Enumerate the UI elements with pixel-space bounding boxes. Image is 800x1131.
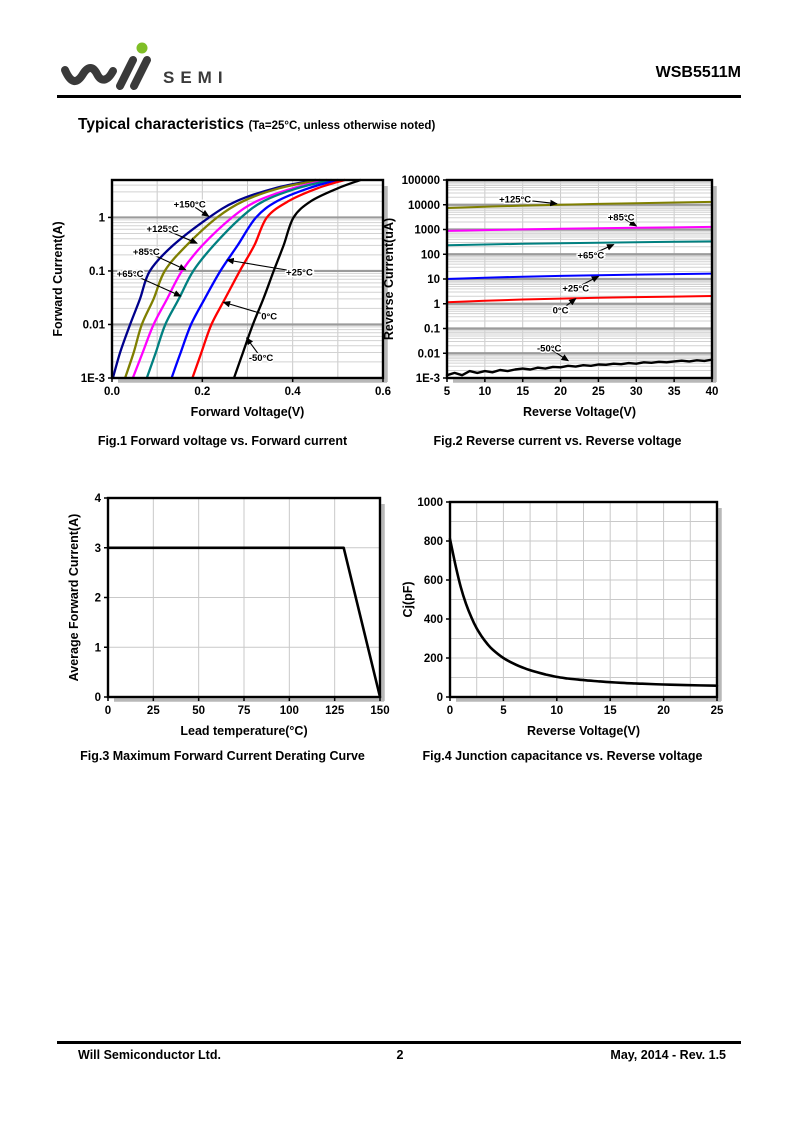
svg-text:50: 50 [192, 705, 205, 717]
fig3-caption: Fig.3 Maximum Forward Current Derating C… [80, 749, 365, 763]
svg-text:75: 75 [238, 705, 251, 717]
svg-text:100000: 100000 [402, 175, 440, 187]
svg-text:Lead temperature(°C): Lead temperature(°C) [180, 724, 307, 738]
svg-text:4: 4 [95, 493, 102, 505]
svg-text:0.01: 0.01 [418, 348, 441, 360]
svg-text:Reverse Voltage(V): Reverse Voltage(V) [523, 405, 636, 419]
fig1-caption: Fig.1 Forward voltage vs. Forward curren… [97, 434, 348, 448]
svg-text:20: 20 [554, 386, 567, 398]
fig4-caption: Fig.4 Junction capacitance vs. Reverse v… [422, 749, 703, 763]
svg-text:125: 125 [325, 705, 345, 717]
svg-text:800: 800 [424, 536, 443, 548]
svg-text:3: 3 [95, 543, 101, 555]
svg-text:0: 0 [105, 705, 111, 717]
page-title: Typical characteristics (Ta=25°C, unless… [78, 116, 435, 134]
svg-text:0.1: 0.1 [89, 266, 106, 278]
svg-text:1: 1 [95, 642, 102, 654]
svg-text:Reverse Current(uA): Reverse Current(uA) [382, 218, 396, 340]
svg-text:Forward Voltage(V): Forward Voltage(V) [191, 405, 305, 419]
logo-green-dot-icon [136, 42, 148, 54]
fig3-derating-chart: 0 25 50 75 100 125 150 0 1 2 3 4 Lead temperature(°C… [67, 493, 390, 738]
part-number: WSB5511M [655, 64, 741, 81]
will-semi-logo: SEMI [61, 42, 229, 90]
svg-text:0.6: 0.6 [375, 386, 391, 398]
svg-text:Cj(pF): Cj(pF) [401, 581, 415, 617]
svg-text:+150°C: +150°C [174, 199, 206, 210]
svg-text:5: 5 [444, 386, 451, 398]
svg-text:20: 20 [657, 705, 670, 717]
svg-text:25: 25 [711, 705, 724, 717]
svg-text:0°C: 0°C [261, 311, 277, 322]
svg-text:200: 200 [424, 653, 443, 665]
svg-text:0: 0 [447, 705, 453, 717]
svg-text:+25°C: +25°C [286, 268, 313, 279]
svg-text:0.4: 0.4 [285, 386, 302, 398]
svg-text:+85°C: +85°C [608, 212, 635, 223]
title-main: Typical characteristics [78, 116, 244, 133]
svg-text:1E-3: 1E-3 [81, 373, 105, 385]
svg-text:0.1: 0.1 [424, 324, 441, 336]
svg-text:+125°C: +125°C [499, 195, 531, 206]
svg-text:10: 10 [550, 705, 563, 717]
fig2-caption: Fig.2 Reverse current vs. Reverse voltag… [433, 434, 682, 448]
svg-text:-50°C: -50°C [249, 353, 274, 364]
svg-text:10: 10 [427, 274, 440, 286]
svg-text:5: 5 [500, 705, 507, 717]
logo-slash-1 [116, 56, 137, 90]
svg-text:10: 10 [478, 386, 491, 398]
svg-text:0.0: 0.0 [104, 386, 120, 398]
logo-semi-text: SEMI [163, 68, 229, 87]
svg-text:25: 25 [592, 386, 605, 398]
svg-text:0.2: 0.2 [194, 386, 210, 398]
footer-company: Will Semiconductor Ltd. [78, 1048, 221, 1062]
svg-text:150: 150 [370, 705, 389, 717]
svg-text:40: 40 [706, 386, 719, 398]
svg-text:2: 2 [95, 593, 101, 605]
footer-rule [57, 1041, 741, 1044]
svg-text:Forward Current(A): Forward Current(A) [51, 221, 65, 336]
logo-slash-2 [130, 56, 151, 90]
svg-text:0: 0 [437, 692, 443, 704]
svg-text:0°C: 0°C [553, 305, 569, 316]
svg-text:600: 600 [424, 575, 443, 587]
svg-text:25: 25 [147, 705, 160, 717]
svg-text:15: 15 [604, 705, 617, 717]
svg-text:-50°C: -50°C [537, 344, 562, 355]
svg-text:100: 100 [280, 705, 299, 717]
svg-text:Reverse Voltage(V): Reverse Voltage(V) [527, 724, 640, 738]
fig1-forward-voltage-chart: 0.0 0.2 0.4 0.6 1E-3 0.01 0.1 1 Forward Voltage(… [51, 178, 391, 419]
footer-page-number: 2 [396, 1048, 404, 1062]
svg-text:1: 1 [434, 299, 441, 311]
header-rule [57, 95, 741, 98]
fig2-reverse-current-chart: 5 10 15 20 25 30 35 40 100000 10000 1000 100 10 1 0.1 0… [382, 175, 719, 419]
svg-text:400: 400 [424, 614, 443, 626]
svg-text:0: 0 [95, 692, 101, 704]
svg-text:Average Forward Current(A): Average Forward Current(A) [67, 514, 81, 682]
svg-text:+65°C: +65°C [577, 250, 604, 261]
title-condition: (Ta=25°C, unless otherwise noted) [248, 120, 436, 132]
svg-text:+85°C: +85°C [133, 247, 160, 258]
fig4-capacitance-chart: 0 5 10 15 20 25 0 200 400 600 800 1000 Reverse Volta… [401, 497, 724, 738]
svg-text:15: 15 [516, 386, 529, 398]
svg-text:0.01: 0.01 [83, 319, 106, 331]
svg-text:+65°C: +65°C [117, 269, 144, 280]
svg-text:100: 100 [421, 249, 440, 261]
svg-text:1000: 1000 [414, 225, 440, 237]
svg-text:1E-3: 1E-3 [416, 373, 440, 385]
svg-text:1000: 1000 [417, 497, 443, 509]
page-header: SEMI [57, 40, 741, 96]
footer-revision: May, 2014 - Rev. 1.5 [610, 1048, 726, 1062]
svg-text:+125°C: +125°C [147, 224, 179, 235]
svg-text:+25°C: +25°C [562, 284, 589, 295]
logo-wave-mark [61, 64, 117, 85]
svg-text:1: 1 [99, 212, 106, 224]
svg-text:10000: 10000 [408, 200, 440, 212]
svg-text:30: 30 [630, 386, 643, 398]
svg-text:35: 35 [668, 386, 681, 398]
